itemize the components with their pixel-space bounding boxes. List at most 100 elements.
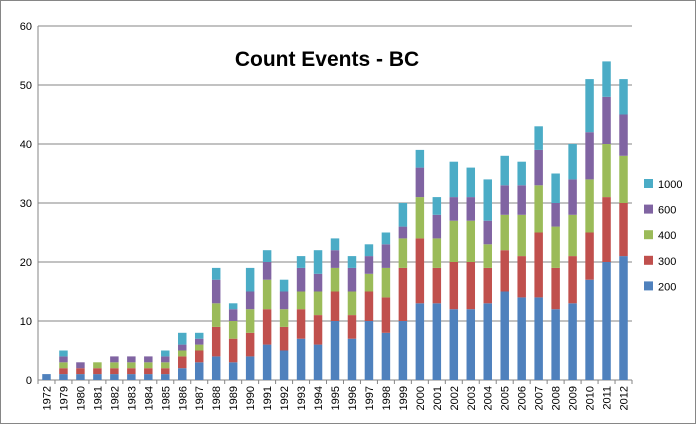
bar-1995-400 <box>330 267 340 292</box>
bar-1988-200 <box>211 356 221 380</box>
bar-2005-600 <box>500 185 509 215</box>
bar-1992-200 <box>279 350 289 380</box>
bar-2007-1000 <box>534 126 543 150</box>
x-tick-label: 1990 <box>245 386 257 410</box>
bar-2001-400 <box>432 238 442 268</box>
x-tick-label: 2009 <box>568 386 580 410</box>
bar-2007-600 <box>534 149 543 186</box>
bar-1983-200 <box>127 374 136 380</box>
y-tick-label: 0 <box>26 375 32 387</box>
bar-1998-300 <box>381 297 391 333</box>
legend-swatch-300 <box>644 255 653 265</box>
x-tick-label: 1988 <box>211 386 223 410</box>
bar-1996-300 <box>347 315 357 339</box>
bar-2001-1000 <box>432 197 442 215</box>
bar-2000-1000 <box>415 149 425 168</box>
x-tick-label: 1994 <box>313 386 325 410</box>
x-tick-label: 2010 <box>585 386 597 410</box>
x-tick-label: 1986 <box>177 386 189 410</box>
bar-2003-400 <box>466 220 476 262</box>
y-tick-label: 50 <box>20 80 32 92</box>
bar-1980-600 <box>76 362 85 369</box>
bar-1988-1000 <box>211 267 221 280</box>
bar-1987-300 <box>194 350 204 363</box>
bar-1999-300 <box>398 267 408 321</box>
bar-1979-600 <box>59 356 68 363</box>
bar-1999-400 <box>398 238 408 268</box>
bar-1983-600 <box>127 356 136 363</box>
bar-1997-200 <box>364 321 374 380</box>
bar-2010-1000 <box>585 79 594 133</box>
bar-2007-300 <box>534 232 543 298</box>
bar-1997-400 <box>364 273 374 292</box>
bar-2004-1000 <box>483 179 492 221</box>
x-tick-label: 1981 <box>92 386 104 410</box>
bar-1993-200 <box>296 338 306 380</box>
bar-1997-1000 <box>364 244 374 257</box>
bar-1982-400 <box>110 362 119 369</box>
bar-2010-200 <box>585 279 594 380</box>
bar-2006-400 <box>517 214 526 257</box>
bar-1983-400 <box>127 362 136 369</box>
bar-1979-400 <box>59 362 68 369</box>
bar-1994-400 <box>313 291 323 316</box>
x-tick-label: 1998 <box>381 386 393 410</box>
bar-1988-300 <box>211 326 221 357</box>
legend-label-600: 600 <box>658 205 676 217</box>
bar-2005-400 <box>500 214 509 251</box>
bar-1998-400 <box>381 267 391 298</box>
bar-2009-1000 <box>568 144 577 180</box>
x-tick-label: 2005 <box>500 386 512 410</box>
bar-1985-1000 <box>161 350 170 357</box>
bar-1993-400 <box>296 291 306 310</box>
bar-1990-600 <box>245 291 255 310</box>
bar-2008-600 <box>551 203 560 227</box>
bar-1994-200 <box>313 344 323 380</box>
bar-1984-400 <box>144 362 153 369</box>
bar-1983-300 <box>127 368 136 375</box>
x-tick-label: 1989 <box>228 386 240 410</box>
bar-2002-400 <box>449 220 459 262</box>
bar-1982-200 <box>110 374 119 380</box>
x-tick-label: 1997 <box>364 386 376 410</box>
bar-2000-400 <box>415 197 425 239</box>
bar-2003-1000 <box>466 167 476 198</box>
bar-2000-300 <box>415 238 425 304</box>
bar-1979-1000 <box>59 350 68 357</box>
bars <box>42 61 628 380</box>
bar-1990-300 <box>245 332 255 357</box>
bar-2011-400 <box>602 144 611 198</box>
x-tick-label: 1979 <box>58 386 70 410</box>
bar-2011-600 <box>602 96 611 144</box>
bar-2008-400 <box>551 226 560 268</box>
bar-1981-300 <box>93 368 102 375</box>
legend-label-300: 300 <box>658 256 676 268</box>
bar-1995-600 <box>330 250 340 268</box>
x-tick-label: 1991 <box>262 386 274 410</box>
x-tick-label: 1982 <box>109 386 121 410</box>
bar-1986-200 <box>178 368 187 380</box>
y-tick-labels: 0 10 20 30 40 50 60 <box>20 21 32 387</box>
legend-label-400: 400 <box>658 230 676 242</box>
bar-2003-300 <box>466 262 476 310</box>
bar-2010-600 <box>585 132 594 180</box>
bar-2009-600 <box>568 179 577 215</box>
bar-1987-400 <box>194 344 204 351</box>
bar-1987-200 <box>194 362 204 380</box>
x-tick-label: 1996 <box>347 386 359 410</box>
x-tick-label: 2012 <box>619 386 631 410</box>
bar-2008-200 <box>551 309 560 380</box>
gridlines <box>38 25 632 322</box>
bar-1985-400 <box>161 362 170 369</box>
bar-1987-600 <box>194 338 204 345</box>
bar-1985-300 <box>161 368 170 375</box>
bar-2004-200 <box>483 303 492 380</box>
bar-1996-600 <box>347 267 357 292</box>
bar-1992-300 <box>279 326 289 351</box>
bar-1992-400 <box>279 309 289 327</box>
bar-1992-600 <box>279 291 289 310</box>
bar-2009-200 <box>568 303 577 380</box>
x-tick-label: 2007 <box>534 386 546 410</box>
bar-1990-400 <box>245 309 255 333</box>
